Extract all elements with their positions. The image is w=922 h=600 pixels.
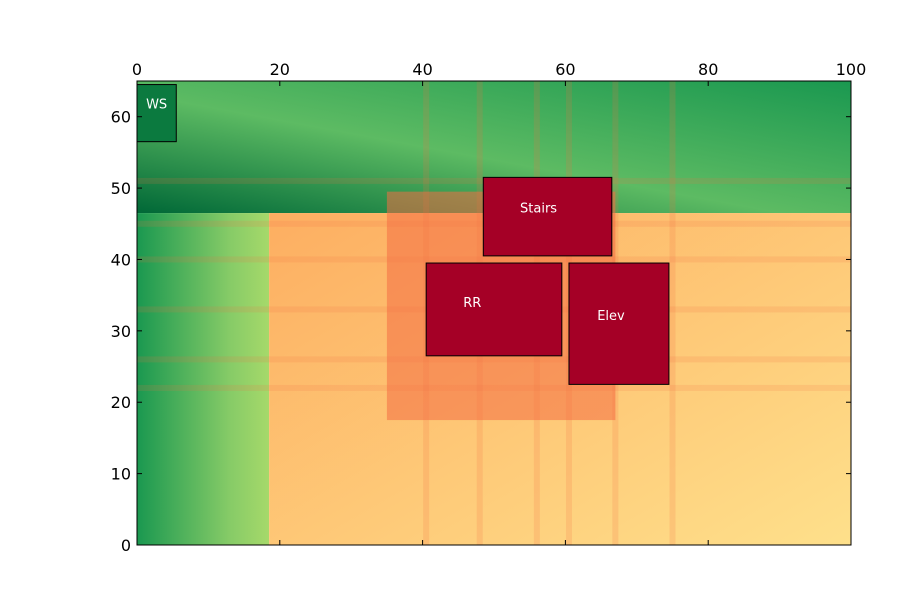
green-left (137, 213, 270, 546)
heat-band-vertical (669, 81, 676, 545)
y-tick-label: 0 (121, 536, 131, 555)
y-tick-label: 40 (111, 250, 131, 269)
room-stairs (482, 176, 613, 257)
room-label-stairs: Stairs (520, 201, 557, 216)
room-label-ws: WS (146, 98, 167, 113)
room-label-rr: RR (463, 296, 481, 311)
x-tick-label: 20 (270, 60, 290, 79)
axes-frame (136, 80, 852, 546)
rooms: WS Stairs RR Elev (136, 84, 670, 385)
room-elev (568, 262, 670, 385)
heat-band-horizontal (137, 356, 851, 363)
y-tick-label: 50 (111, 179, 131, 198)
axis-ticks: 0 20 40 60 80 100 0 10 20 30 40 50 60 (111, 60, 867, 555)
y-tick-label: 20 (111, 393, 131, 412)
y-tick-label: 10 (111, 465, 131, 484)
x-tick-label: 100 (836, 60, 867, 79)
room-label-elev: Elev (597, 309, 625, 324)
x-tick-label: 60 (555, 60, 575, 79)
x-tick-label: 80 (698, 60, 718, 79)
y-tick-label: 60 (111, 108, 131, 127)
x-tick-label: 40 (412, 60, 432, 79)
heat-band-horizontal (137, 256, 851, 263)
y-tick-label: 30 (111, 322, 131, 341)
heat-band-horizontal (137, 384, 851, 391)
room-rr (425, 262, 563, 357)
x-tick-label: 0 (132, 60, 142, 79)
room-ws (136, 84, 177, 143)
